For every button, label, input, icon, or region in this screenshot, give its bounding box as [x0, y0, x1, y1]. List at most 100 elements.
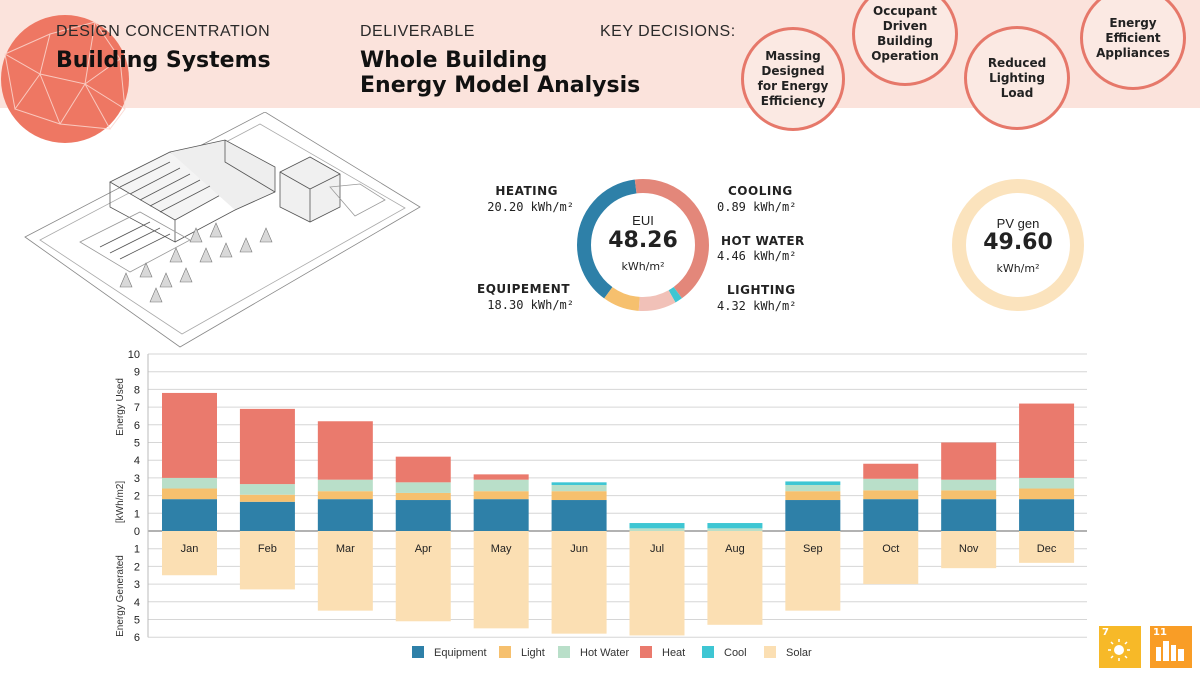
bar-light-feb — [239, 494, 295, 502]
hot-water-value: 4.46 kWh/m² — [717, 249, 797, 263]
x-tick-label: Sep — [803, 543, 823, 555]
legend-swatch-solar — [764, 646, 776, 658]
bar-hot-water-nov — [941, 479, 997, 491]
lighting-label: LIGHTING — [727, 283, 796, 297]
bar-solar-feb — [239, 531, 295, 590]
design-concentration-title: Building Systems — [56, 48, 271, 73]
bar-hot-water-apr — [395, 482, 451, 493]
y-tick-label: 1 — [134, 508, 140, 520]
y-tick-label: 3 — [134, 579, 140, 591]
decision-appliances: Energy Efficient Appliances — [1080, 0, 1186, 90]
y-tick-label: 2 — [134, 491, 140, 503]
bar-hot-water-jan — [162, 477, 217, 489]
y-tick-label: 1 — [134, 544, 140, 556]
x-tick-label: Feb — [258, 543, 277, 555]
key-decisions-label: KEY DECISIONS: — [600, 23, 736, 40]
bar-solar-apr — [395, 531, 451, 622]
x-tick-label: Oct — [882, 543, 899, 555]
bar-heat-jan — [162, 392, 217, 478]
heating-label: HEATING — [495, 184, 558, 198]
x-tick-label: Dec — [1037, 543, 1057, 555]
bar-light-oct — [863, 490, 919, 500]
y-tick-label: 4 — [134, 455, 140, 467]
bar-cool-jun — [551, 482, 607, 485]
logo-network-icon — [1, 15, 129, 143]
sdg-7-number-icon: 7 — [1102, 627, 1109, 638]
city-icon — [1156, 641, 1184, 661]
y-tick-label: 0 — [134, 526, 140, 538]
bar-heat-nov — [941, 442, 997, 480]
legend-label: Solar — [786, 647, 812, 659]
sdg-11-badge: 11 — [1150, 626, 1192, 668]
pv-label: PV gen — [996, 216, 1040, 231]
x-tick-label: Jun — [570, 543, 588, 555]
deliverable-title-line2: Energy Model Analysis — [360, 73, 641, 98]
bar-light-dec — [1019, 488, 1075, 500]
bar-solar-may — [473, 531, 529, 629]
pv-value: 49.60 — [983, 230, 1053, 255]
bar-equipment-jan — [162, 499, 217, 531]
eui-center-label: EUI — [632, 213, 654, 228]
sdg-7-badge: 7 — [1099, 626, 1141, 668]
y-tick-label: 2 — [134, 561, 140, 573]
bar-heat-apr — [395, 456, 451, 483]
x-tick-label: May — [491, 543, 512, 555]
bar-light-mar — [317, 491, 373, 500]
legend-swatch-cool — [702, 646, 714, 658]
y-tick-label: 6 — [134, 420, 140, 432]
bar-hot-water-jun — [551, 484, 607, 492]
bar-heat-dec — [1019, 403, 1075, 478]
legend-swatch-hot-water — [558, 646, 570, 658]
bar-equipment-mar — [317, 499, 373, 531]
deliverable-title-line1: Whole Building — [360, 48, 548, 73]
bar-heat-feb — [239, 408, 295, 485]
bar-hot-water-dec — [1019, 477, 1075, 489]
bar-light-jan — [162, 488, 217, 500]
sdg-11-number-icon: 11 — [1153, 627, 1167, 638]
lighting-value: 4.32 kWh/m² — [717, 299, 797, 313]
y-tick-label: 4 — [134, 597, 140, 609]
bar-solar-dec — [1019, 531, 1075, 563]
sun-icon — [1108, 639, 1130, 661]
x-tick-label: Jul — [650, 543, 664, 555]
pv-unit: kWh/m² — [996, 262, 1040, 275]
bar-solar-jan — [162, 531, 217, 576]
decision-occupant: Occupant Driven Building Operation — [852, 0, 958, 86]
x-tick-label: Apr — [415, 543, 432, 555]
y-tick-label: 7 — [134, 402, 140, 414]
design-concentration-label: DESIGN CONCENTRATION — [56, 23, 271, 40]
bar-light-nov — [941, 490, 997, 500]
x-tick-label: Jan — [181, 543, 199, 555]
heating-value: 20.20 kWh/m² — [487, 200, 574, 214]
bar-hot-water-jul — [629, 528, 685, 531]
bar-heat-oct — [863, 463, 919, 479]
bar-hot-water-mar — [317, 479, 373, 492]
y-axis-label-unit: [kWh/m2] — [115, 481, 126, 523]
bar-solar-oct — [863, 531, 919, 585]
legend-swatch-light — [499, 646, 511, 658]
legend-label: Heat — [662, 647, 685, 659]
bar-equipment-dec — [1019, 499, 1075, 531]
bar-solar-jun — [551, 531, 607, 634]
bar-hot-water-may — [473, 479, 529, 492]
y-tick-label: 6 — [134, 632, 140, 644]
bar-solar-jul — [629, 531, 685, 636]
x-tick-label: Aug — [725, 543, 745, 555]
bar-light-apr — [395, 492, 451, 501]
bar-light-sep — [785, 491, 841, 501]
bar-equipment-jun — [551, 500, 607, 531]
legend-swatch-heat — [640, 646, 652, 658]
bar-equipment-oct — [863, 499, 919, 531]
bar-hot-water-feb — [239, 484, 295, 495]
equipement-label: EQUIPEMENT — [477, 282, 570, 296]
bar-heat-may — [473, 474, 529, 480]
cooling-label: COOLING — [728, 184, 793, 198]
bar-hot-water-aug — [707, 528, 763, 531]
legend-label: Cool — [724, 647, 747, 659]
bar-hot-water-oct — [863, 478, 919, 491]
bar-equipment-may — [473, 499, 529, 531]
building-axonometric-drawing — [24, 112, 421, 348]
bar-cool-sep — [785, 481, 841, 485]
bar-heat-mar — [317, 421, 373, 480]
